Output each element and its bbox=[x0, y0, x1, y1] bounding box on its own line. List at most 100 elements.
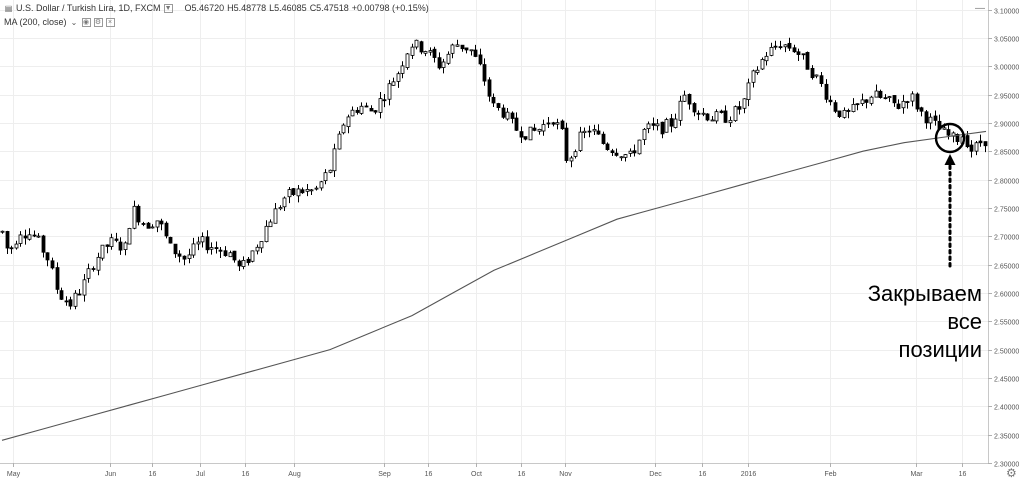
candle-body bbox=[437, 57, 442, 69]
candle-body bbox=[405, 53, 410, 68]
candle-body bbox=[887, 96, 892, 99]
y-tick-label: 2.90000 bbox=[994, 122, 1019, 129]
candle-body bbox=[18, 234, 23, 244]
candle-body bbox=[155, 220, 160, 228]
y-tick-label: 2.30000 bbox=[994, 462, 1019, 469]
x-tick-label: Nov bbox=[559, 471, 572, 478]
candle-body bbox=[942, 127, 947, 130]
candle-body bbox=[501, 107, 506, 118]
candle-body bbox=[928, 116, 933, 124]
x-tick-label: 16 bbox=[242, 471, 250, 478]
candle-body bbox=[259, 241, 264, 249]
y-tick-label: 2.65000 bbox=[994, 264, 1019, 271]
candle-body bbox=[136, 205, 141, 223]
settings-icon[interactable]: ⚙ bbox=[93, 17, 103, 27]
candle-body bbox=[300, 189, 305, 194]
candle-body bbox=[733, 106, 738, 122]
candle-body bbox=[359, 105, 364, 114]
candle-body bbox=[164, 222, 169, 237]
candle-body bbox=[596, 130, 601, 135]
candle-body bbox=[610, 150, 615, 154]
candle-body bbox=[592, 129, 597, 132]
x-tick-label: 16 bbox=[149, 471, 157, 478]
candle-body bbox=[364, 105, 369, 108]
eye-icon[interactable]: ◉ bbox=[81, 17, 91, 27]
candle-body bbox=[68, 299, 73, 307]
candle-body bbox=[41, 235, 46, 253]
x-tick-label: 16 bbox=[959, 471, 967, 478]
candle-body bbox=[105, 244, 110, 247]
candle-body bbox=[278, 207, 283, 210]
candle-body bbox=[346, 116, 351, 128]
candle-body bbox=[783, 44, 788, 48]
collapse-icon[interactable]: ▤ bbox=[4, 3, 13, 13]
candle-body bbox=[241, 260, 246, 267]
candle-body bbox=[682, 94, 687, 102]
candle-body bbox=[801, 53, 806, 56]
candle-body bbox=[455, 44, 460, 47]
gear-icon[interactable]: ⚙ bbox=[1006, 466, 1017, 480]
candle-body bbox=[664, 119, 669, 133]
candle-body bbox=[496, 103, 501, 109]
candle-body bbox=[605, 143, 610, 150]
candle-body bbox=[669, 118, 674, 127]
annotation-line-3: позиции bbox=[898, 337, 982, 362]
candle-body bbox=[755, 69, 760, 73]
candle-body bbox=[587, 130, 592, 133]
candle-body bbox=[32, 234, 37, 237]
candle-body bbox=[778, 46, 783, 49]
candle-body bbox=[323, 172, 328, 182]
candle-body bbox=[860, 99, 865, 105]
symbol-legend[interactable]: ▤ U.S. Dollar / Turkish Lira, 1D, FXCM ▼… bbox=[4, 3, 429, 13]
candle-body bbox=[314, 187, 319, 190]
candle-body bbox=[910, 93, 915, 102]
candle-body bbox=[59, 290, 64, 300]
chevron-down-icon[interactable]: ⌄ bbox=[70, 17, 78, 27]
indicator-legend[interactable]: MA (200, close) ⌄ ◉ ⚙ × bbox=[4, 17, 115, 27]
candle-body bbox=[933, 115, 938, 121]
close-icon[interactable]: × bbox=[105, 17, 115, 27]
candle-body bbox=[82, 279, 87, 296]
candle-body bbox=[787, 42, 792, 49]
candle-body bbox=[792, 47, 797, 53]
candle-body bbox=[564, 127, 569, 161]
candle-body bbox=[619, 156, 624, 159]
candle-body bbox=[628, 150, 633, 154]
x-tick-label: Mar bbox=[910, 471, 923, 478]
annotation-line-2: все bbox=[947, 309, 982, 334]
ohlc-change: +0.00798 (+0.15%) bbox=[351, 3, 429, 13]
symbol-name: U.S. Dollar / Turkish Lira, 1D, FXCM bbox=[16, 3, 161, 13]
candle-body bbox=[519, 131, 524, 138]
candle-body bbox=[965, 135, 970, 148]
candle-body bbox=[642, 128, 647, 141]
y-tick-label: 2.35000 bbox=[994, 434, 1019, 441]
candle-body bbox=[728, 119, 733, 124]
candle-body bbox=[551, 122, 556, 125]
candle-body bbox=[746, 82, 751, 100]
x-tick-label: 16 bbox=[518, 471, 526, 478]
symbol-settings-icon[interactable]: ▼ bbox=[163, 3, 173, 13]
candle-body bbox=[27, 234, 32, 240]
candle-body bbox=[332, 148, 337, 172]
minimize-icon[interactable]: — bbox=[975, 3, 985, 14]
y-tick-label: 2.95000 bbox=[994, 94, 1019, 101]
candle-body bbox=[0, 230, 5, 233]
candle-body bbox=[523, 136, 528, 140]
candle-body bbox=[446, 53, 451, 64]
candle-body bbox=[296, 188, 301, 197]
candle-body bbox=[369, 107, 374, 112]
candle-body bbox=[528, 126, 533, 141]
candle-body bbox=[150, 226, 155, 229]
candle-body bbox=[637, 139, 642, 155]
y-tick-label: 2.55000 bbox=[994, 320, 1019, 327]
candle-body bbox=[441, 61, 446, 68]
candle-body bbox=[737, 106, 742, 110]
annotation-line-1: Закрываем bbox=[867, 281, 982, 306]
annotation-text: Закрываем все позиции bbox=[842, 280, 982, 364]
candle-body bbox=[846, 110, 851, 112]
candle-body bbox=[264, 225, 269, 243]
candle-body bbox=[828, 99, 833, 103]
